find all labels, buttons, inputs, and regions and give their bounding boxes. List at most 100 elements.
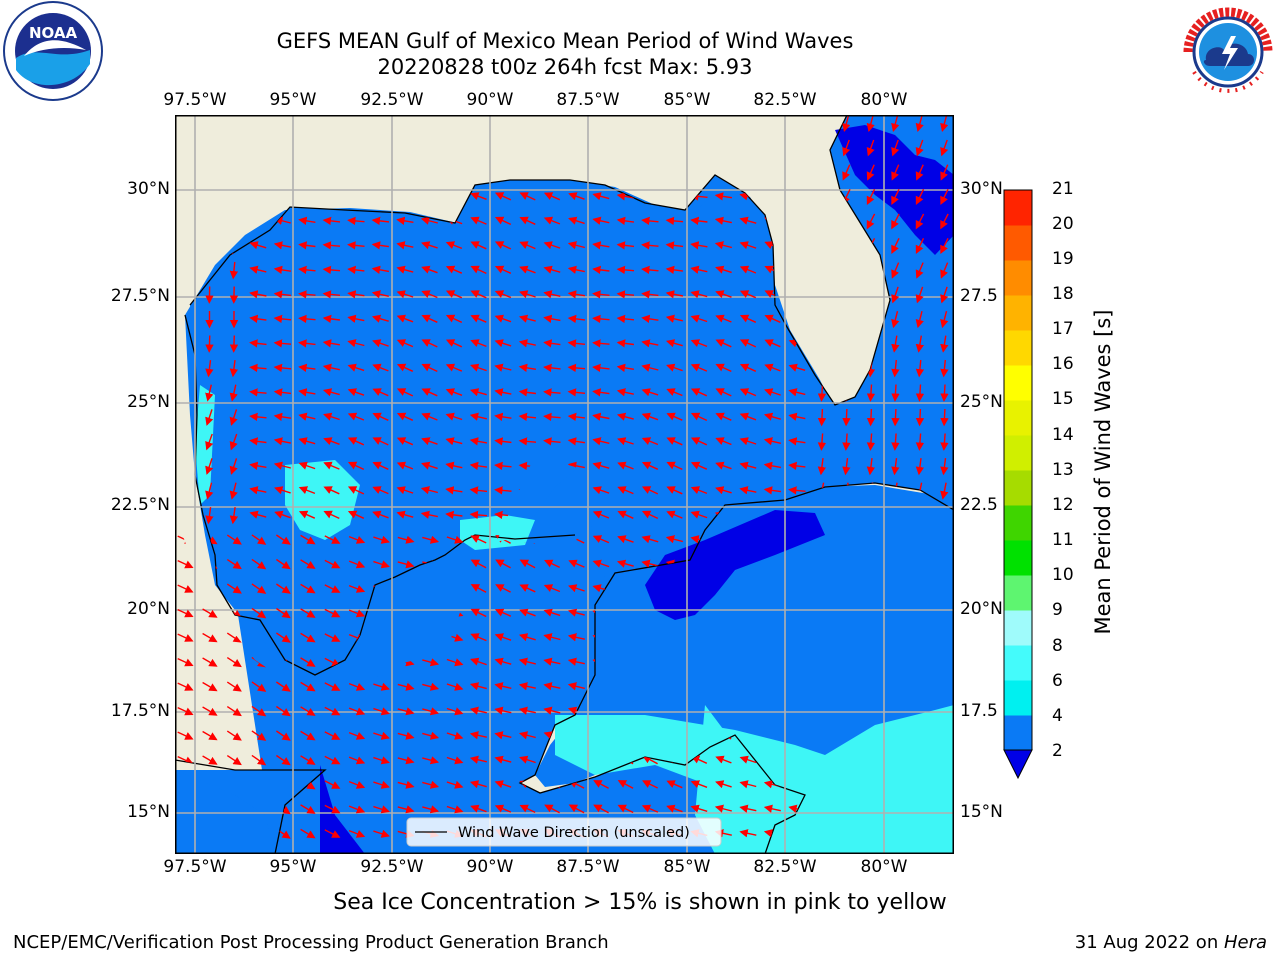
wave-direction-arrow: [617, 486, 634, 495]
wave-direction-arrow: [690, 388, 708, 397]
wave-direction-arrow: [348, 535, 366, 544]
wave-direction-arrow: [249, 265, 267, 274]
wave-direction-arrow: [739, 216, 757, 225]
wave-direction-arrow: [666, 486, 683, 495]
wave-direction-arrow: [469, 706, 487, 715]
wave-direction-arrow: [324, 535, 341, 544]
wave-direction-arrow: [422, 731, 440, 740]
wave-direction-arrow: [866, 115, 875, 133]
wave-direction-arrow: [739, 241, 757, 250]
wave-direction-arrow: [543, 633, 561, 642]
wave-direction-arrow: [891, 384, 900, 402]
wave-direction-arrow: [348, 707, 366, 716]
wave-direction-arrow: [469, 780, 487, 789]
wave-direction-arrow: [229, 360, 239, 378]
wave-direction-arrow: [817, 384, 827, 402]
wave-direction-arrow: [494, 804, 512, 813]
colorbar-segment: [1004, 505, 1032, 541]
wave-direction-arrow: [518, 314, 536, 323]
wave-direction-arrow: [891, 139, 900, 157]
wave-direction-arrow: [764, 314, 781, 323]
wave-direction-arrow: [371, 241, 389, 250]
wave-direction-arrow: [177, 755, 194, 765]
wave-direction-arrow: [324, 829, 341, 838]
lon-tick-bottom: 85°W: [663, 857, 711, 877]
lat-tick-left: 25°N: [127, 392, 170, 412]
wave-direction-arrow: [298, 486, 316, 495]
wave-direction-arrow: [298, 461, 316, 470]
wave-direction-arrow: [396, 241, 414, 250]
lon-tick-top: 92.5°W: [360, 90, 424, 110]
wave-direction-arrow: [739, 314, 757, 323]
colorbar-segment: [1004, 435, 1032, 471]
wave-direction-arrow: [298, 510, 316, 519]
footer-timestamp: 31 Aug 2022 on Hera: [1075, 932, 1267, 953]
wave-direction-arrow: [300, 657, 316, 667]
wave-direction-arrow: [205, 409, 214, 426]
wave-direction-arrow: [494, 706, 512, 715]
wave-direction-arrow: [567, 363, 586, 373]
wave-direction-arrow: [177, 682, 194, 691]
wave-direction-arrow: [397, 805, 415, 814]
wave-direction-arrow: [300, 730, 316, 741]
wave-direction-arrow: [714, 216, 732, 225]
wave-direction-arrow: [891, 359, 900, 378]
wave-direction-arrow: [891, 286, 900, 304]
wave-direction-arrow: [421, 314, 438, 323]
wave-direction-arrow: [229, 261, 239, 280]
wave-direction-arrow: [469, 755, 487, 764]
wave-direction-arrow: [276, 583, 291, 594]
wave-direction-arrow: [568, 804, 585, 814]
wave-direction-arrow: [276, 558, 291, 570]
lat-tick-left: 17.5°N: [110, 701, 170, 721]
wave-direction-arrow: [592, 314, 610, 324]
colorbar-tick: 2: [1052, 741, 1063, 761]
wave-direction-arrow: [470, 265, 487, 275]
wave-direction-arrow: [739, 829, 757, 838]
wave-direction-arrow: [866, 188, 876, 205]
colorbar-tick: 15: [1052, 389, 1074, 409]
wave-direction-arrow: [372, 388, 389, 397]
wave-direction-arrow: [372, 412, 389, 421]
wave-direction-arrow: [866, 164, 875, 181]
wave-direction-arrow: [642, 780, 659, 789]
wave-direction-arrow: [229, 507, 239, 525]
wave-direction-arrow: [915, 213, 925, 230]
wave-direction-arrow: [348, 805, 366, 814]
wave-direction-arrow: [348, 780, 366, 789]
wave-direction-arrow: [298, 339, 316, 348]
wave-direction-arrow: [300, 681, 316, 692]
wave-direction-arrow: [229, 458, 238, 475]
wave-direction-arrow: [641, 339, 659, 348]
wave-direction-arrow: [940, 139, 949, 157]
wave-direction-arrow: [300, 706, 316, 716]
wave-direction-arrow: [249, 461, 267, 470]
lat-tick-right: 25°N: [960, 392, 1003, 412]
wave-direction-arrow: [422, 707, 440, 716]
wave-direction-arrow: [592, 363, 610, 373]
wave-direction-arrow: [470, 241, 487, 250]
colorbar-label: Mean Period of Wind Waves [s]: [1091, 310, 1115, 635]
wave-direction-arrow: [592, 241, 610, 250]
wave-direction-arrow: [567, 412, 585, 422]
wave-direction-arrow: [641, 804, 659, 813]
wave-direction-arrow: [445, 510, 463, 520]
wave-direction-arrow: [421, 241, 438, 250]
wave-direction-arrow: [226, 534, 242, 545]
wave-direction-arrow: [665, 216, 684, 226]
wave-direction-arrow: [226, 632, 242, 643]
wave-direction-arrow: [421, 461, 438, 470]
wave-direction-arrow: [397, 535, 415, 544]
wave-direction-arrow: [494, 388, 512, 397]
wave-direction-arrow: [518, 682, 536, 691]
wave-direction-arrow: [940, 115, 949, 133]
colorbar-outline: [1003, 189, 1033, 751]
wave-direction-arrow: [372, 363, 389, 372]
wave-direction-arrow: [763, 804, 781, 813]
wave-direction-arrow: [421, 290, 438, 299]
wave-direction-arrow: [915, 311, 924, 329]
wave-direction-arrow: [347, 339, 365, 348]
wave-direction-arrow: [543, 584, 561, 593]
wave-direction-arrow: [229, 384, 238, 402]
wave-direction-arrow: [739, 363, 757, 372]
